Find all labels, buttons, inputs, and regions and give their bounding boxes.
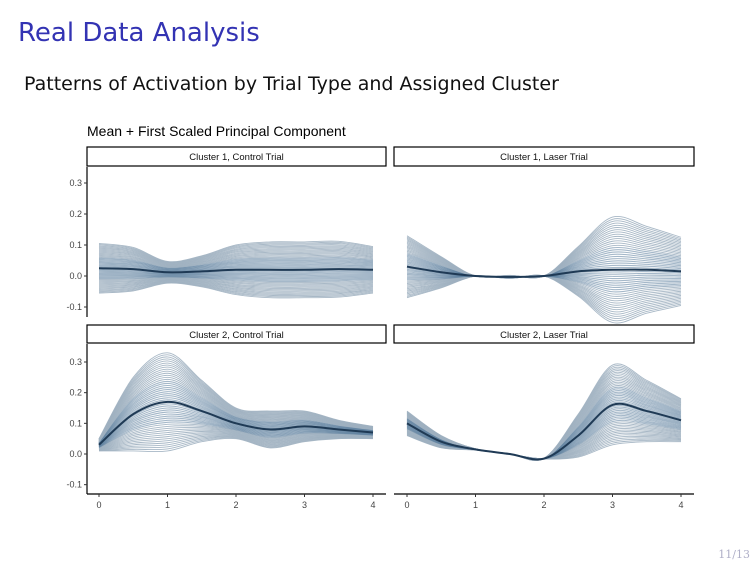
component-curve bbox=[98, 282, 374, 299]
slide-title: Real Data Analysis bbox=[18, 18, 260, 48]
facet-label: Cluster 1, Control Trial bbox=[189, 152, 284, 163]
component-curve bbox=[98, 280, 374, 294]
component-curve bbox=[98, 281, 374, 297]
component-curve bbox=[98, 279, 374, 291]
facet-strip bbox=[393, 324, 695, 344]
facet-label: Cluster 2, Control Trial bbox=[189, 330, 284, 341]
component-curve bbox=[98, 276, 374, 284]
component-curve bbox=[98, 282, 374, 298]
mean-curve bbox=[406, 265, 682, 278]
y-tick-label: 0.2 bbox=[69, 388, 82, 398]
x-tick-label: 0 bbox=[404, 500, 409, 510]
component-curve bbox=[98, 277, 374, 285]
component-curve bbox=[98, 247, 374, 265]
component-curve bbox=[98, 279, 374, 292]
y-tick-label: 0.1 bbox=[69, 418, 82, 428]
component-curve bbox=[98, 278, 374, 288]
x-tick-label: 2 bbox=[233, 500, 238, 510]
component-curve bbox=[98, 275, 374, 281]
component-curve bbox=[98, 260, 374, 270]
y-tick-label: 0.0 bbox=[69, 271, 82, 281]
x-tick-label: 1 bbox=[473, 500, 478, 510]
component-curve bbox=[98, 244, 374, 264]
facet-strip bbox=[86, 146, 387, 167]
component-curve bbox=[98, 273, 374, 278]
x-tick-label: 4 bbox=[678, 500, 683, 510]
facet-panel: Cluster 1, Control Trial 0.3 0.2 0.1 0.0 -0.1 bbox=[66, 146, 387, 317]
y-tick-label: 0.3 bbox=[69, 357, 82, 367]
x-tick-label: 2 bbox=[541, 500, 546, 510]
component-curve bbox=[98, 245, 374, 264]
component-curve bbox=[98, 277, 374, 286]
y-tick-label: 0.3 bbox=[69, 178, 82, 188]
facet-label: Cluster 2, Laser Trial bbox=[500, 330, 588, 341]
component-curve bbox=[98, 262, 374, 271]
component-curve bbox=[98, 261, 374, 271]
mean-curve bbox=[98, 267, 374, 274]
mean-curve bbox=[98, 400, 374, 446]
component-curve bbox=[98, 253, 374, 268]
component-curve bbox=[98, 436, 374, 451]
component-curve bbox=[98, 275, 374, 280]
component-curve bbox=[98, 280, 374, 293]
x-tick-label: 1 bbox=[165, 500, 170, 510]
slide-subtitle: Patterns of Activation by Trial Type and… bbox=[24, 73, 559, 95]
component-curve bbox=[98, 259, 374, 270]
component-curve bbox=[98, 264, 374, 272]
x-tick-label: 3 bbox=[610, 500, 615, 510]
component-curve bbox=[98, 274, 374, 279]
component-curve bbox=[98, 352, 374, 439]
y-tick-label: -0.1 bbox=[66, 302, 82, 312]
facet-panel: Cluster 1, Laser Trial bbox=[393, 146, 695, 324]
page-number: 11/13 bbox=[718, 548, 750, 561]
chart-title: Mean + First Scaled Principal Component bbox=[87, 123, 346, 139]
facet-panel: Cluster 2, Control Trial 0.3 0.2 0.1 0.0 -0.1… bbox=[66, 324, 387, 510]
facet-panel: Cluster 2, Laser Trial 0 1 2 3 4 bbox=[393, 324, 695, 510]
component-curve bbox=[98, 256, 374, 269]
y-tick-label: 0.2 bbox=[69, 209, 82, 219]
x-tick-label: 0 bbox=[96, 500, 101, 510]
component-curve bbox=[98, 281, 374, 295]
facet-label: Cluster 1, Laser Trial bbox=[500, 152, 588, 163]
y-tick-label: 0.0 bbox=[69, 449, 82, 459]
component-curve bbox=[98, 255, 374, 268]
component-curve bbox=[98, 265, 374, 273]
component-curve bbox=[98, 437, 374, 452]
component-curve bbox=[98, 271, 374, 276]
facet-strip bbox=[393, 146, 695, 167]
component-curve bbox=[98, 272, 374, 277]
component-curve bbox=[98, 254, 374, 268]
component-curve bbox=[98, 242, 374, 264]
component-curve bbox=[98, 258, 374, 269]
component-curve bbox=[98, 279, 374, 290]
x-tick-label: 4 bbox=[370, 500, 375, 510]
component-curve bbox=[98, 263, 374, 272]
component-curve bbox=[99, 437, 374, 453]
facet-strip bbox=[86, 324, 387, 344]
component-curve bbox=[98, 278, 374, 287]
mean-curve bbox=[406, 402, 682, 461]
component-curve bbox=[98, 241, 374, 263]
component-curve bbox=[98, 270, 374, 275]
component-curve bbox=[98, 240, 374, 263]
component-curve bbox=[98, 252, 374, 267]
y-tick-label: 0.1 bbox=[69, 240, 82, 250]
component-curve bbox=[98, 248, 374, 266]
component-curve bbox=[98, 246, 374, 265]
component-curve bbox=[98, 276, 374, 283]
component-curve bbox=[98, 251, 374, 267]
component-curve bbox=[98, 249, 374, 266]
x-tick-label: 3 bbox=[302, 500, 307, 510]
y-tick-label: -0.1 bbox=[66, 480, 82, 490]
component-curve bbox=[98, 269, 374, 274]
